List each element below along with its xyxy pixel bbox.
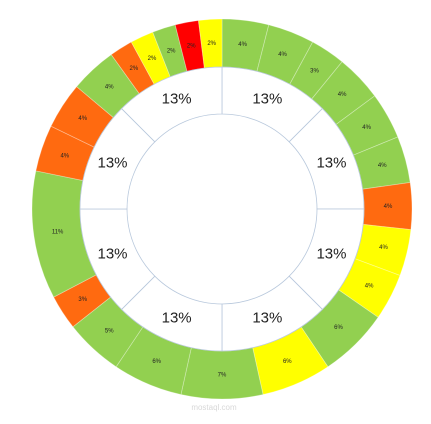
segment-label: 4%: [384, 204, 393, 210]
segment-label: 4%: [378, 163, 387, 169]
segment-label: 4%: [278, 52, 287, 58]
segment-label: 2%: [167, 49, 176, 55]
segment-label: 3%: [78, 297, 87, 303]
segment-label: 4%: [338, 92, 347, 98]
segment-label: 4%: [238, 42, 247, 48]
segment-label: 4%: [365, 284, 374, 290]
donut: 4% 4% 3% 4% 4% 4% 4% 4% 4% 6% 6% 7% 6% 5% 3% 11% 4% 4% 4% 2…: [31, 18, 413, 400]
segment-label: 2%: [148, 56, 157, 62]
segment-label: 4%: [105, 85, 114, 91]
segment-label: 6%: [283, 359, 292, 365]
segment-label: 13%: [98, 245, 128, 262]
segment-label: 2%: [187, 43, 196, 49]
watermark: mostaql.com: [191, 403, 237, 412]
segment-label: 2%: [207, 41, 216, 47]
segment-label: 13%: [316, 245, 346, 262]
segment-label: 5%: [105, 328, 114, 334]
segment-label: 13%: [252, 90, 282, 107]
segment-label: 4%: [379, 245, 388, 251]
segment: [121, 66, 223, 143]
segment-label: 4%: [362, 125, 371, 131]
segment-label: 13%: [162, 90, 192, 107]
segment-label: 13%: [98, 155, 128, 172]
segment-label: 2%: [130, 66, 139, 72]
segment-label: 11%: [52, 230, 64, 236]
segment-label: 13%: [162, 309, 192, 326]
segment-label: 4%: [60, 153, 69, 159]
segment-label: 6%: [152, 359, 161, 365]
segment-label: 3%: [310, 69, 319, 75]
segment-label: 13%: [316, 155, 346, 172]
segment-label: 4%: [78, 116, 87, 122]
segment-label: 13%: [252, 309, 282, 326]
segment-label: 7%: [218, 373, 227, 379]
segment-label: 6%: [334, 325, 343, 331]
